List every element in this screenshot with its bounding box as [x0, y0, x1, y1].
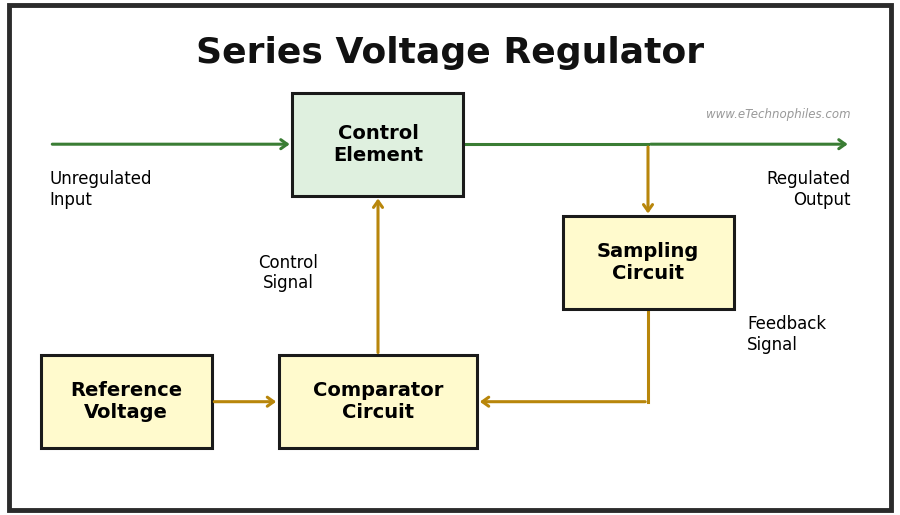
FancyBboxPatch shape — [40, 355, 212, 448]
Text: Control
Signal: Control Signal — [258, 253, 318, 293]
Text: Feedback
Signal: Feedback Signal — [747, 315, 826, 354]
FancyBboxPatch shape — [292, 93, 464, 196]
Text: Sampling
Circuit: Sampling Circuit — [597, 242, 699, 283]
Text: Series Voltage Regulator: Series Voltage Regulator — [196, 36, 704, 70]
Text: Unregulated
Input: Unregulated Input — [50, 170, 152, 209]
Text: Reference
Voltage: Reference Voltage — [70, 381, 182, 422]
Text: Comparator
Circuit: Comparator Circuit — [313, 381, 443, 422]
FancyBboxPatch shape — [279, 355, 477, 448]
Text: Regulated
Output: Regulated Output — [767, 170, 850, 209]
FancyBboxPatch shape — [562, 216, 734, 309]
Text: www.eTechnophiles.com: www.eTechnophiles.com — [706, 108, 850, 121]
Text: Control
Element: Control Element — [333, 124, 423, 165]
